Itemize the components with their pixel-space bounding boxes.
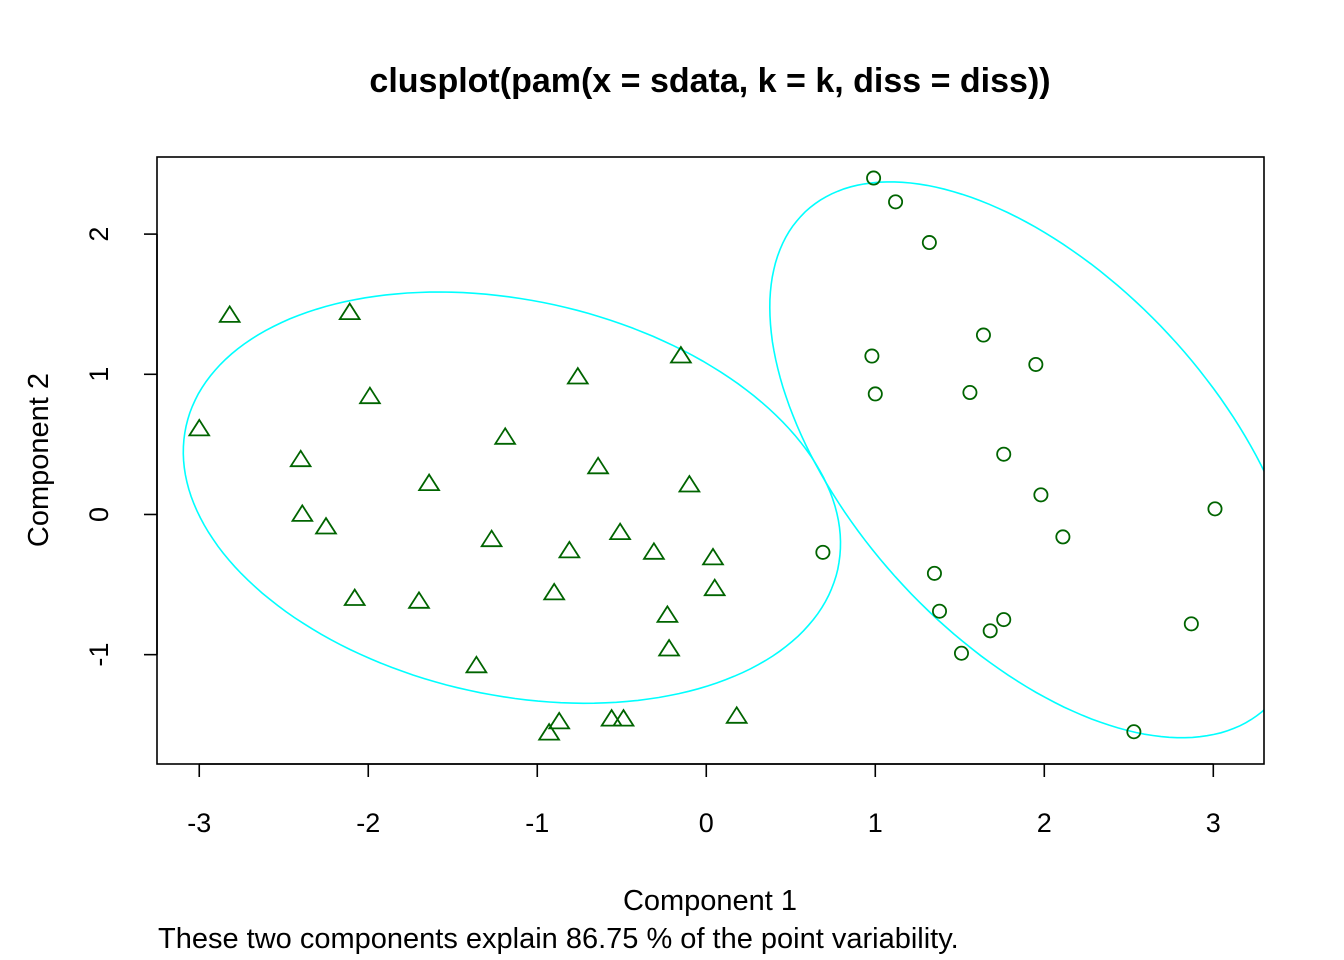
x-tick-label: 3 [1206, 808, 1221, 838]
triangle-point [557, 540, 581, 559]
circle-point [866, 170, 882, 186]
y-axis: -1 0 1 2 [84, 227, 158, 667]
triangle-point [290, 503, 314, 522]
cluster-2-ellipse [768, 181, 1264, 739]
y-tick-label: 2 [84, 227, 114, 242]
triangle-point [314, 516, 338, 535]
circle-point [1055, 529, 1071, 545]
triangle-point [417, 472, 441, 492]
circle-point [888, 194, 904, 210]
y-tick-label: -1 [84, 643, 114, 667]
triangle-point [725, 705, 749, 724]
y-tick-label: 1 [84, 367, 114, 382]
circle-point [1028, 356, 1044, 372]
triangle-point [600, 708, 624, 727]
triangle-point [338, 301, 362, 321]
circle-point [996, 446, 1012, 462]
triangle-point [464, 655, 488, 674]
x-tick-label: -1 [525, 808, 549, 838]
circle-point [1183, 616, 1199, 632]
plot-area [182, 170, 1264, 741]
triangle-point [542, 582, 566, 601]
x-tick-label: 1 [868, 808, 883, 838]
triangle-point [657, 638, 681, 657]
triangle-point [218, 304, 242, 323]
variability-note: These two components explain 86.75 % of … [158, 923, 959, 955]
circle-point [1126, 724, 1142, 740]
triangle-point [537, 722, 561, 741]
x-axis: -3 -2 -1 0 1 2 3 [187, 763, 1221, 838]
plot-frame [156, 156, 1265, 765]
circle-point [1033, 487, 1049, 503]
circle-point [962, 385, 978, 401]
x-tick-label: -3 [187, 808, 211, 838]
triangle-point [547, 711, 571, 730]
triangle-point [493, 426, 517, 445]
x-tick-label: 0 [699, 808, 714, 838]
y-axis-label: Component 2 [23, 373, 55, 547]
circle-point [926, 565, 942, 581]
circle-point [996, 612, 1012, 628]
chart-title: clusplot(pam(x = sdata, k = k, diss = di… [369, 62, 1050, 100]
triangle-point [677, 474, 701, 493]
triangle-point [586, 456, 610, 475]
circle-point [921, 235, 937, 251]
triangle-point [343, 587, 367, 606]
circle-point [1207, 501, 1223, 517]
triangle-point [703, 578, 727, 597]
triangle-point [642, 541, 666, 560]
circle-point [932, 603, 948, 619]
triangle-point [187, 418, 211, 437]
circle-point [867, 386, 883, 402]
x-axis-label: Component 1 [623, 885, 797, 917]
circle-point [815, 544, 831, 560]
x-tick-label: 2 [1037, 808, 1052, 838]
y-tick-label: 0 [84, 507, 114, 522]
circle-point [982, 623, 998, 639]
x-tick-label: -2 [356, 808, 380, 838]
circle-point [975, 327, 991, 343]
circle-point [953, 645, 969, 661]
cluster-1-ellipse [182, 291, 842, 705]
triangle-point [480, 529, 504, 548]
triangle-point [566, 366, 590, 385]
triangle-point [669, 345, 693, 364]
triangle-point [655, 604, 679, 623]
circle-point [864, 348, 880, 364]
triangle-point [407, 590, 431, 609]
triangle-point [289, 449, 313, 468]
triangle-point [358, 386, 382, 405]
triangle-point [611, 708, 636, 727]
triangle-point [608, 522, 632, 540]
triangle-point [701, 547, 725, 566]
